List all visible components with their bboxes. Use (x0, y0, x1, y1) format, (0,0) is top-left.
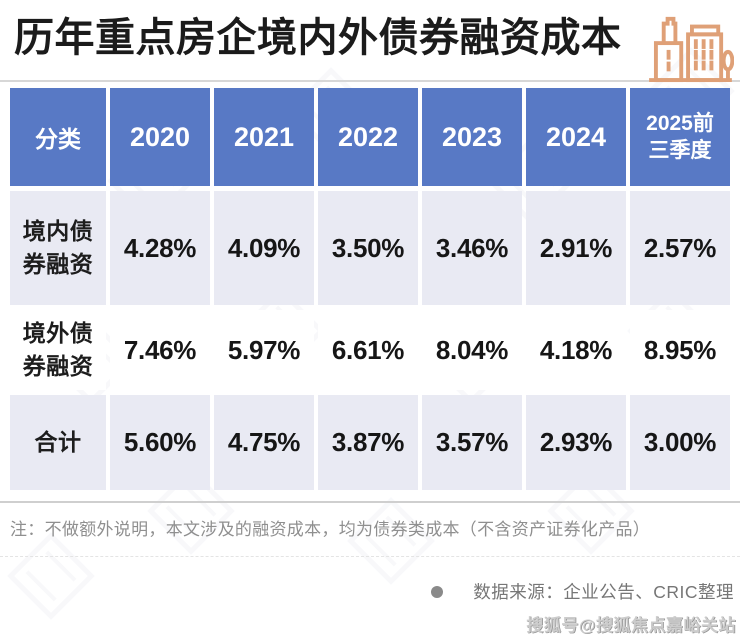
cell-domestic-2023: 3.46% (422, 191, 522, 305)
column-header-2021: 2021 (214, 88, 314, 186)
cell-overseas-2020: 7.46% (110, 310, 210, 390)
table-bottom-divider (0, 501, 740, 503)
column-header-2022: 2022 (318, 88, 418, 186)
cell-overseas-2025q3: 8.95% (630, 310, 730, 390)
sohu-account-watermark: 搜狐号@搜狐焦点嘉峪关站 (526, 616, 736, 635)
row-label-overseas-bonds: 境外债券融资 (10, 310, 106, 390)
cell-total-2023: 3.57% (422, 395, 522, 490)
page-title: 历年重点房企境内外债券融资成本 (14, 16, 622, 60)
column-header-2023: 2023 (422, 88, 522, 186)
cell-total-2021: 4.75% (214, 395, 314, 490)
title-divider (0, 80, 740, 82)
cell-total-2020: 5.60% (110, 395, 210, 490)
financing-cost-table: 分类 2020 2021 2022 2023 2024 2025前三季度 境内债… (10, 88, 730, 490)
cell-total-2024: 2.93% (526, 395, 626, 490)
cell-domestic-2020: 4.28% (110, 191, 210, 305)
column-header-category: 分类 (10, 88, 106, 186)
page-header: 历年重点房企境内外债券融资成本 (0, 0, 740, 83)
cell-domestic-2021: 4.09% (214, 191, 314, 305)
cell-overseas-2023: 8.04% (422, 310, 522, 390)
cell-overseas-2024: 4.18% (526, 310, 626, 390)
cell-domestic-2024: 2.91% (526, 191, 626, 305)
data-source-row: 数据来源：企业公告、CRIC整理 (0, 579, 740, 604)
cell-overseas-2021: 5.97% (214, 310, 314, 390)
cell-domestic-2022: 3.50% (318, 191, 418, 305)
footnote: 注：不做额外说明，本文涉及的融资成本，均为债券类成本（不含资产证券化产品） (10, 520, 651, 539)
row-label-domestic-bonds: 境内债券融资 (10, 191, 106, 305)
column-header-2020: 2020 (110, 88, 210, 186)
cell-total-2025q3: 3.00% (630, 395, 730, 490)
cell-overseas-2022: 6.61% (318, 310, 418, 390)
cell-domestic-2025q3: 2.57% (630, 191, 730, 305)
column-header-2024: 2024 (526, 88, 626, 186)
row-label-total: 合计 (10, 395, 106, 490)
cell-total-2022: 3.87% (318, 395, 418, 490)
data-source-text: 数据来源：企业公告、CRIC整理 (473, 582, 734, 602)
column-header-2025q3: 2025前三季度 (630, 88, 730, 186)
buildings-icon (646, 10, 735, 89)
faint-divider (0, 556, 740, 557)
bullet-icon (431, 585, 444, 598)
